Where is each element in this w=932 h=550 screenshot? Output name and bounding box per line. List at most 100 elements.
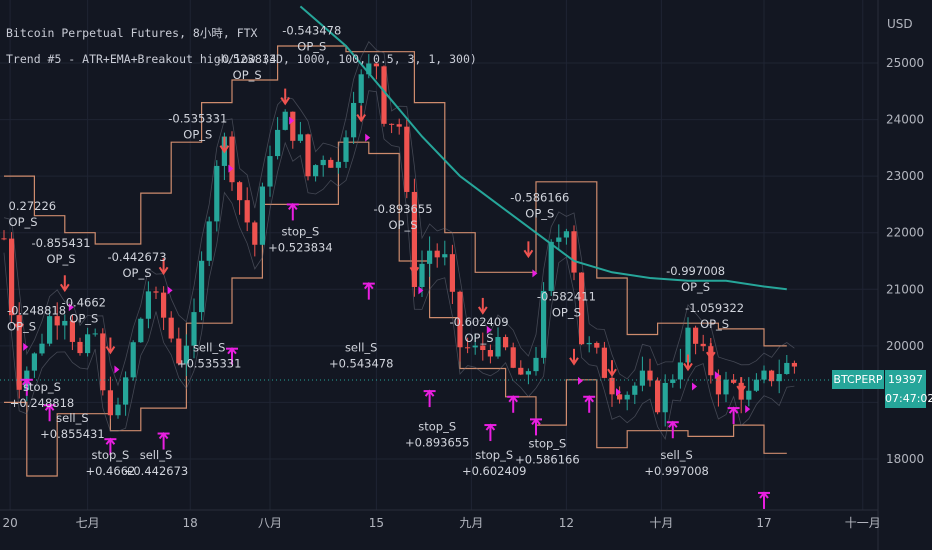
candle-body xyxy=(145,291,151,319)
candle-body xyxy=(191,312,197,346)
candle-body xyxy=(1,238,7,240)
candle-body xyxy=(123,377,129,405)
trade-label: -0.893655 xyxy=(373,202,432,216)
price-tick-label: 24000 xyxy=(886,113,924,127)
candle-body xyxy=(533,357,539,372)
open-short-arrowhead xyxy=(105,345,116,355)
candle-body xyxy=(16,315,22,390)
candle-body xyxy=(47,316,53,344)
trade-label: OP_S xyxy=(464,331,493,345)
candle-body xyxy=(708,346,714,376)
candle-body xyxy=(252,222,258,245)
trade-label: +0.543478 xyxy=(329,357,394,371)
candle-body xyxy=(632,385,638,395)
price-tick-label: 18000 xyxy=(886,452,924,466)
bar-countdown: 07:47:02 xyxy=(885,391,932,405)
open-short-arrowhead xyxy=(280,97,291,106)
open-short-arrowhead xyxy=(409,266,420,276)
candle-body xyxy=(791,362,797,367)
trade-label: +0.855431 xyxy=(40,427,105,441)
trade-label: +0.535331 xyxy=(177,357,242,371)
candle-body xyxy=(693,327,699,344)
signal-marker xyxy=(486,325,492,334)
trade-label: -0.855431 xyxy=(31,236,90,250)
open-short-arrowhead xyxy=(477,306,488,315)
close-short-arrowhead xyxy=(668,420,678,428)
candle-body xyxy=(100,333,106,391)
trade-label: -0.997008 xyxy=(666,264,725,278)
candle-body xyxy=(206,221,212,261)
candle-body xyxy=(183,345,189,364)
candle-body xyxy=(579,272,585,345)
candle-body xyxy=(130,342,136,378)
signal-marker xyxy=(68,303,74,312)
candle-body xyxy=(214,165,220,222)
symbol-title: Bitcoin Perpetual Futures, 8小時, FTX xyxy=(6,26,258,40)
trade-label: OP_S xyxy=(681,280,710,294)
candle-body xyxy=(480,345,486,351)
candle-body xyxy=(107,390,113,416)
candle-body xyxy=(761,370,767,380)
signal-marker xyxy=(23,342,29,351)
candle-body xyxy=(442,254,448,258)
candle-body xyxy=(335,161,341,168)
signal-marker xyxy=(578,376,583,385)
signal-marker xyxy=(418,286,424,295)
trade-label: -0.586166 xyxy=(510,191,569,205)
time-tick-label: 九月 xyxy=(459,516,483,530)
close-short-arrowhead xyxy=(44,403,55,411)
open-short-arrowhead xyxy=(569,357,579,366)
candle-body xyxy=(259,186,265,245)
open-short-arrowhead xyxy=(736,385,747,394)
trade-label: +0.523834 xyxy=(268,241,333,255)
candle-body xyxy=(275,129,281,157)
price-tick-label: 22000 xyxy=(886,226,924,240)
candle-body xyxy=(351,102,357,138)
trade-label: +0.997008 xyxy=(644,464,709,478)
close-short-arrowhead xyxy=(424,389,435,397)
trade-label: OP_S xyxy=(183,127,212,141)
candle-body xyxy=(723,379,729,395)
price-tick-label: 23000 xyxy=(886,169,924,183)
candle-body xyxy=(655,380,661,413)
candle-body xyxy=(62,320,68,326)
close-short-arrowhead xyxy=(105,437,116,445)
trade-label: stop_S xyxy=(281,225,319,239)
trade-label: stop_S xyxy=(418,420,456,434)
candle-body xyxy=(609,377,615,395)
strategy-title: Trend #5 - ATR+EMA+Breakout high/low (3D… xyxy=(6,52,477,66)
open-short-arrowhead xyxy=(705,351,716,360)
signal-marker xyxy=(692,382,697,391)
candle-body xyxy=(784,362,790,375)
signal-marker xyxy=(616,388,621,397)
trade-label: stop_S xyxy=(475,448,513,462)
candle-body xyxy=(282,111,288,130)
trade-label: OP_S xyxy=(69,311,98,325)
trade-label: OP_S xyxy=(552,306,581,320)
candle-body xyxy=(700,343,706,347)
trade-label: +0.602409 xyxy=(462,464,527,478)
candle-body xyxy=(85,334,91,354)
candle-body xyxy=(373,63,379,67)
candle-body xyxy=(495,337,501,357)
trade-label: -0.4662 xyxy=(62,295,106,309)
trade-label: +0.4662 xyxy=(85,464,135,478)
candle-body xyxy=(358,74,364,103)
signal-marker xyxy=(289,116,295,125)
time-tick-label: 12 xyxy=(559,516,574,530)
open-short-arrowhead xyxy=(219,145,230,154)
time-tick-label: 八月 xyxy=(258,516,282,530)
candle-body xyxy=(685,327,691,363)
candle-body xyxy=(69,320,75,342)
open-short-arrowhead xyxy=(14,323,25,332)
candle-body xyxy=(541,290,547,358)
candle-body xyxy=(639,370,645,386)
open-short-arrowhead xyxy=(523,249,534,259)
candle-body xyxy=(677,362,683,380)
close-short-arrowhead xyxy=(22,378,32,386)
candle-body xyxy=(244,200,250,223)
signal-marker xyxy=(745,405,751,414)
candle-body xyxy=(39,343,45,354)
